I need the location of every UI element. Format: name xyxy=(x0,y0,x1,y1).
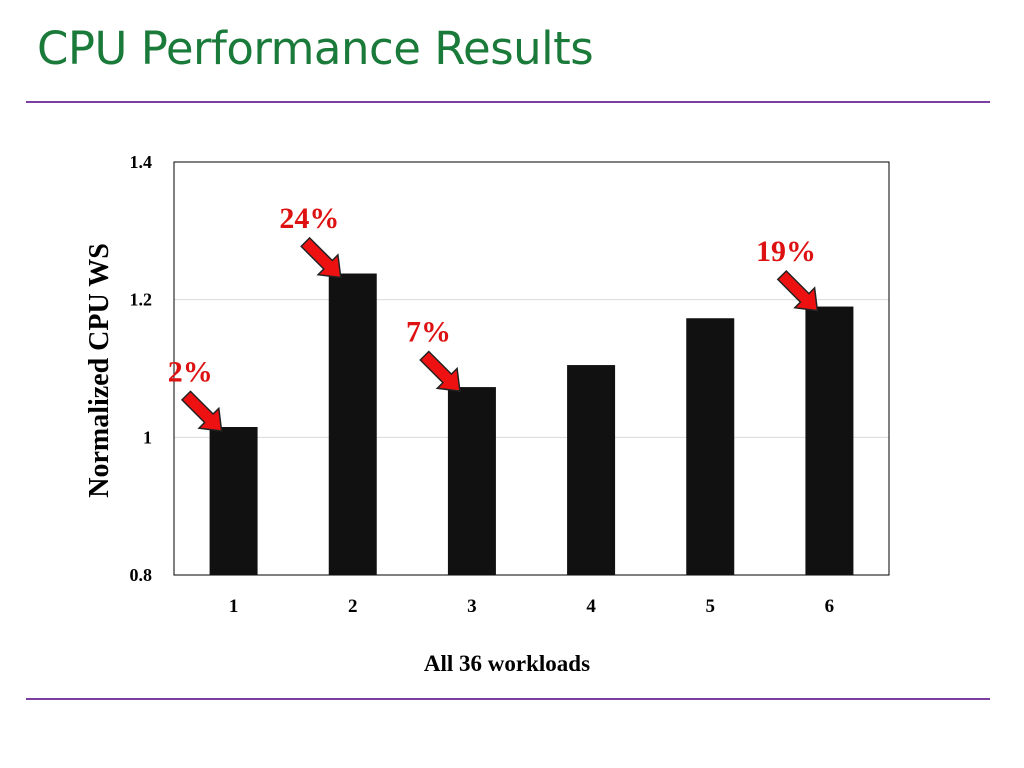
x-tick-label: 2 xyxy=(348,596,358,617)
x-tick-label: 4 xyxy=(586,596,596,617)
y-tick-label: 0.8 xyxy=(130,565,153,585)
y-tick-label: 1.4 xyxy=(130,152,153,172)
x-tick-label: 1 xyxy=(229,596,239,617)
title-divider xyxy=(26,101,990,103)
annotation-label: 19% xyxy=(756,235,816,268)
annotation-label: 7% xyxy=(406,316,451,349)
y-tick-label: 1 xyxy=(143,427,152,447)
x-axis-ticks: 1 2 3 4 5 6 xyxy=(229,596,834,617)
plot-area xyxy=(173,161,890,576)
annotation-arrow xyxy=(300,236,342,279)
x-tick-label: 6 xyxy=(825,596,835,617)
y-axis-label: Normalized CPU WS xyxy=(84,243,115,498)
y-axis-ticks: 0.8 1 1.2 1.4 xyxy=(130,152,153,585)
bar-3 xyxy=(447,387,496,575)
bar-5 xyxy=(686,318,735,575)
bar-4 xyxy=(567,365,616,575)
bars xyxy=(209,273,854,575)
annotation-arrow xyxy=(776,269,819,312)
x-axis-label: All 36 workloads xyxy=(424,651,590,676)
bar-6 xyxy=(805,306,854,575)
gridlines xyxy=(174,299,889,438)
bar-1 xyxy=(209,427,258,575)
bar-2 xyxy=(328,273,377,575)
x-tick-label: 5 xyxy=(706,596,716,617)
annotation-label: 24% xyxy=(279,202,339,235)
annotation-arrow xyxy=(419,350,461,392)
annotation-label: 2% xyxy=(168,356,213,389)
annotations: 2% 24% 7% 19% xyxy=(168,202,819,432)
y-tick-label: 1.2 xyxy=(130,290,153,310)
slide-title: CPU Performance Results xyxy=(37,22,594,75)
x-tick-label: 3 xyxy=(467,596,477,617)
footer-divider xyxy=(26,698,990,700)
annotation-arrow xyxy=(180,390,223,432)
